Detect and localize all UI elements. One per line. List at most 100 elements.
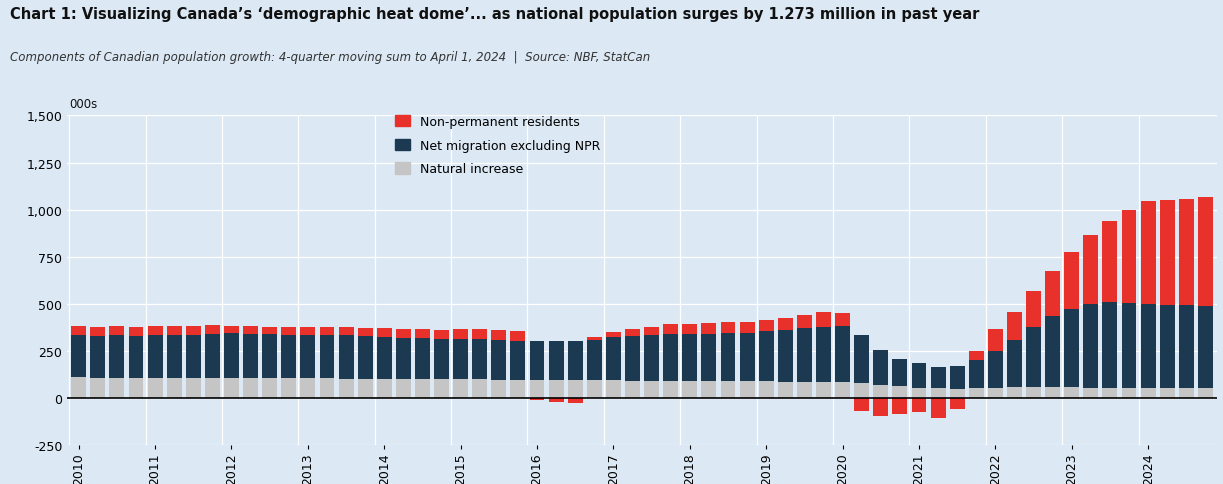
Bar xyxy=(1141,304,1156,388)
Bar xyxy=(1199,198,1213,306)
Bar xyxy=(625,381,640,398)
Bar xyxy=(682,381,697,398)
Bar xyxy=(91,327,105,336)
Bar xyxy=(835,327,850,382)
Bar xyxy=(645,381,659,398)
Bar xyxy=(1179,199,1194,305)
Bar xyxy=(740,333,755,381)
Text: Chart 1: Visualizing Canada’s ‘demographic heat dome’... as national population : Chart 1: Visualizing Canada’s ‘demograph… xyxy=(10,7,980,22)
Bar xyxy=(262,378,278,398)
Bar xyxy=(950,389,965,398)
Bar xyxy=(357,379,373,398)
Bar xyxy=(339,335,353,379)
Bar xyxy=(339,379,353,398)
Bar xyxy=(224,333,238,378)
Bar xyxy=(931,389,945,398)
Bar xyxy=(224,326,238,333)
Bar xyxy=(549,380,564,398)
Bar xyxy=(720,333,735,381)
Bar xyxy=(1121,388,1136,398)
Bar xyxy=(415,379,430,398)
Bar xyxy=(740,322,755,333)
Bar xyxy=(587,337,602,340)
Bar xyxy=(605,333,621,338)
Bar xyxy=(472,340,487,379)
Bar xyxy=(472,379,487,398)
Bar xyxy=(682,334,697,381)
Bar xyxy=(567,341,582,380)
Bar xyxy=(128,336,143,378)
Bar xyxy=(454,329,468,339)
Bar xyxy=(530,398,544,400)
Bar xyxy=(873,385,888,398)
Bar xyxy=(797,382,812,398)
Bar xyxy=(835,313,850,327)
Bar xyxy=(91,378,105,398)
Legend: Non-permanent residents, Net migration excluding NPR, Natural increase: Non-permanent residents, Net migration e… xyxy=(395,116,600,176)
Bar xyxy=(510,380,526,398)
Bar xyxy=(702,334,717,381)
Bar xyxy=(377,337,391,379)
Bar xyxy=(1026,387,1041,398)
Bar xyxy=(1121,303,1136,388)
Bar xyxy=(166,378,182,398)
Bar xyxy=(969,361,983,389)
Bar xyxy=(186,335,201,378)
Bar xyxy=(1026,291,1041,328)
Bar xyxy=(931,398,945,419)
Bar xyxy=(702,323,717,334)
Bar xyxy=(1159,388,1174,398)
Bar xyxy=(205,326,220,334)
Bar xyxy=(434,339,449,379)
Bar xyxy=(625,336,640,381)
Bar xyxy=(530,380,544,398)
Bar xyxy=(128,378,143,398)
Bar xyxy=(454,339,468,379)
Bar xyxy=(396,330,411,338)
Bar xyxy=(605,380,621,398)
Bar xyxy=(1102,388,1118,398)
Bar xyxy=(969,351,983,361)
Bar xyxy=(110,327,125,335)
Bar xyxy=(319,335,334,378)
Bar xyxy=(301,327,316,335)
Bar xyxy=(567,380,582,398)
Text: Components of Canadian population growth: 4-quarter moving sum to April 1, 2024 : Components of Canadian population growth… xyxy=(10,51,651,64)
Bar xyxy=(1084,235,1098,304)
Bar xyxy=(720,381,735,398)
Bar xyxy=(71,378,86,398)
Bar xyxy=(492,330,506,341)
Bar xyxy=(893,387,907,398)
Bar xyxy=(740,381,755,398)
Bar xyxy=(396,379,411,398)
Bar xyxy=(854,335,870,384)
Bar xyxy=(1064,309,1079,388)
Bar xyxy=(893,359,907,387)
Bar xyxy=(243,378,258,398)
Bar xyxy=(1102,221,1118,302)
Bar xyxy=(243,327,258,334)
Bar xyxy=(281,335,296,378)
Bar xyxy=(797,329,812,382)
Text: 000s: 000s xyxy=(70,98,98,110)
Bar xyxy=(605,338,621,380)
Bar xyxy=(1179,305,1194,388)
Bar xyxy=(587,340,602,380)
Bar xyxy=(262,327,278,335)
Bar xyxy=(873,398,888,416)
Bar xyxy=(854,384,870,398)
Bar xyxy=(720,322,735,333)
Bar xyxy=(758,332,774,381)
Bar xyxy=(1159,305,1174,388)
Bar xyxy=(530,342,544,380)
Bar xyxy=(911,363,927,388)
Bar xyxy=(893,398,907,414)
Bar xyxy=(873,350,888,385)
Bar xyxy=(319,378,334,398)
Bar xyxy=(835,382,850,398)
Bar xyxy=(1141,388,1156,398)
Bar xyxy=(988,330,1003,351)
Bar xyxy=(205,334,220,378)
Bar xyxy=(1159,200,1174,305)
Bar xyxy=(224,378,238,398)
